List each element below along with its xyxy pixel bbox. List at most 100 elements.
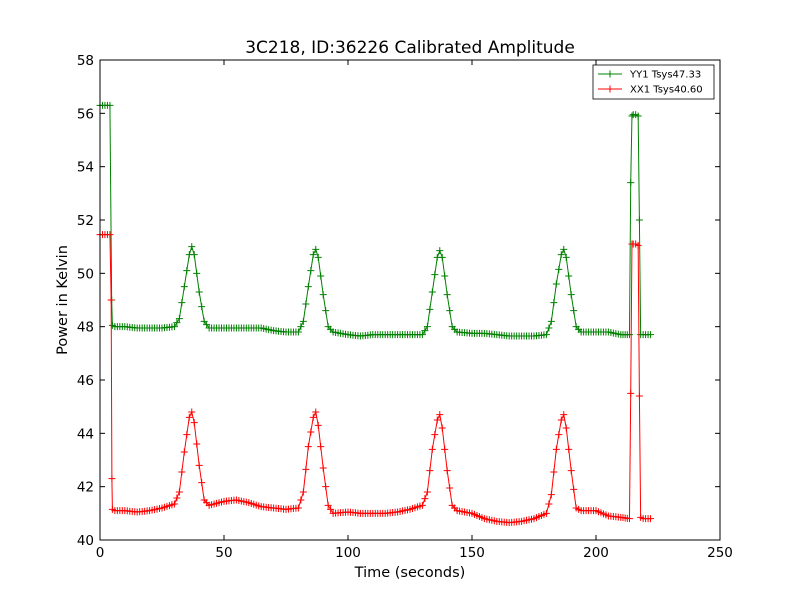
y-tick-label: 52: [77, 213, 94, 229]
legend-marker-yy1: [606, 70, 614, 78]
data-point: [555, 265, 563, 273]
legend-box: [592, 64, 715, 100]
data-point: [173, 319, 181, 327]
data-point: [294, 504, 302, 512]
data-point: [635, 216, 643, 224]
y-tick-label: 54: [77, 160, 94, 176]
data-point: [443, 467, 451, 475]
data-point: [634, 241, 642, 249]
data-point: [545, 500, 553, 508]
data-point: [426, 467, 434, 475]
data-point: [570, 307, 578, 315]
data-point: [426, 305, 434, 313]
data-point: [173, 494, 181, 502]
data-point: [183, 267, 191, 275]
data-point: [185, 413, 193, 421]
data-point: [297, 496, 305, 504]
data-point: [423, 323, 431, 331]
data-point: [322, 307, 330, 315]
data-point: [647, 331, 655, 339]
data-point: [324, 501, 332, 509]
data-point: [550, 299, 558, 307]
x-tick-label: 200: [583, 545, 609, 561]
data-point: [178, 299, 186, 307]
data-point: [170, 323, 178, 331]
data-point: [106, 101, 114, 109]
data-point: [309, 413, 317, 421]
data-point: [299, 488, 307, 496]
data-point: [317, 443, 325, 451]
data-point: [547, 491, 555, 499]
series-layer: [96, 101, 655, 527]
data-point: [557, 251, 565, 259]
data-point: [635, 392, 643, 400]
legend-marker-xx1: [606, 85, 614, 93]
data-point: [309, 251, 317, 259]
data-point: [175, 315, 183, 323]
legend-label-xx1: XX1 Tsys40.60: [630, 85, 703, 96]
data-point: [552, 280, 560, 288]
data-point: [627, 179, 635, 187]
y-tick-label: 56: [77, 106, 94, 122]
data-point: [433, 416, 441, 424]
data-point: [193, 269, 201, 277]
data-point: [446, 484, 454, 492]
data-point: [418, 331, 426, 339]
data-point: [180, 448, 188, 456]
data-point: [570, 485, 578, 493]
data-point: [625, 331, 633, 339]
data-point: [312, 408, 320, 416]
data-point: [625, 515, 633, 523]
data-point: [302, 300, 310, 308]
data-point: [560, 245, 568, 253]
y-tick-label: 58: [77, 53, 94, 69]
y-axis-label: Power in Kelvin: [55, 245, 71, 355]
data-point: [627, 389, 635, 397]
data-point: [421, 327, 429, 335]
data-point: [438, 424, 446, 432]
data-point: [299, 317, 307, 325]
y-tick-label: 44: [77, 426, 94, 442]
y-tick-label: 48: [77, 320, 94, 336]
data-point: [628, 112, 636, 120]
chart-title: 3C218, ID:36226 Calibrated Amplitude: [245, 38, 575, 58]
x-tick-label: 100: [335, 545, 361, 561]
data-point: [297, 323, 305, 331]
data-point: [307, 428, 315, 436]
ticks-layer: 0 50 100 150 200 250 40 42 44 46 48 50 52 54 56 58: [77, 53, 733, 561]
data-point: [190, 251, 198, 259]
data-point: [547, 317, 555, 325]
data-point: [428, 288, 436, 296]
data-point: [304, 443, 312, 451]
data-point: [180, 283, 188, 291]
data-point: [188, 243, 196, 251]
data-point: [421, 495, 429, 503]
data-point: [307, 267, 315, 275]
data-point: [198, 479, 206, 487]
data-point: [423, 488, 431, 496]
data-point: [446, 307, 454, 315]
data-point: [193, 440, 201, 448]
data-point: [557, 416, 565, 424]
data-point: [550, 468, 558, 476]
data-point: [443, 291, 451, 299]
data-point: [190, 419, 198, 427]
data-point: [565, 445, 573, 453]
data-point: [552, 445, 560, 453]
data-point: [436, 247, 444, 255]
y-tick-label: 46: [77, 373, 94, 389]
data-point: [198, 303, 206, 311]
data-point: [441, 445, 449, 453]
series-markers-xx1: [96, 231, 655, 527]
data-point: [312, 245, 320, 253]
data-point: [562, 424, 570, 432]
y-tick-label: 40: [77, 533, 94, 549]
data-point: [560, 411, 568, 419]
data-point: [108, 475, 116, 483]
data-point: [175, 488, 183, 496]
y-tick-label: 50: [77, 266, 94, 282]
data-point: [441, 272, 449, 280]
data-point: [647, 515, 655, 523]
data-point: [555, 431, 563, 439]
